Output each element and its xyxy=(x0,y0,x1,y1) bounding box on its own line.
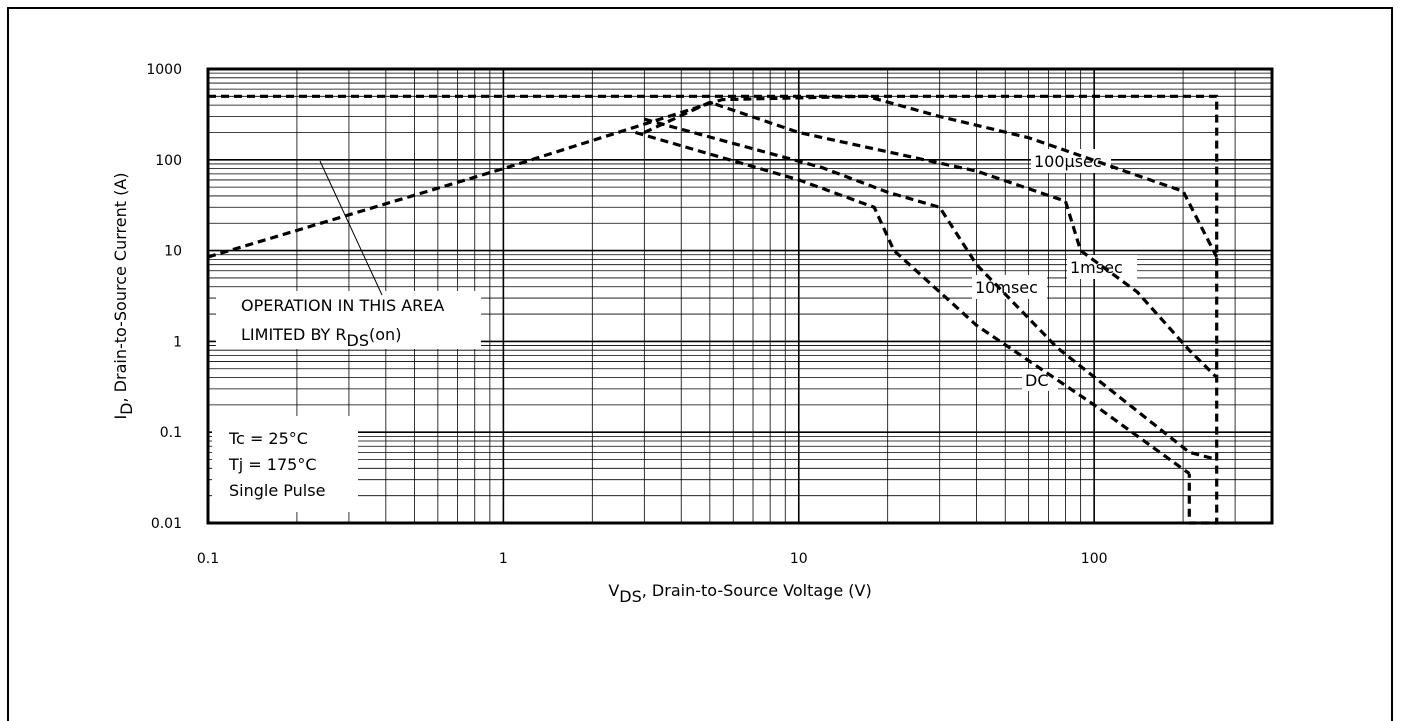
x-tick-label: 10 xyxy=(790,551,808,567)
y-tick-label: 10 xyxy=(164,244,182,260)
figure-frame xyxy=(7,7,1393,721)
x-tick-label: 1 xyxy=(499,551,508,567)
y-axis-title: ID, Drain-to-Source Current (A) xyxy=(111,172,136,419)
series-line-dc xyxy=(635,130,1191,475)
series-label-dc: DC xyxy=(1025,371,1049,390)
series-line-10msec xyxy=(643,117,1218,462)
y-tick-label: 1000 xyxy=(146,62,182,78)
annotation-boxes xyxy=(212,149,1137,512)
condition-tc: Tc = 25°C xyxy=(228,429,308,448)
series-label-1ms: 1msec xyxy=(1070,258,1123,277)
label-100us-box xyxy=(1031,149,1111,173)
plot-border xyxy=(206,67,1274,525)
y-tick-label: 100 xyxy=(155,153,182,169)
tick-labels: 0.1 1 10 100 0.01 0.1 1 10 100 1000 xyxy=(146,62,1107,567)
label-10ms-box xyxy=(972,275,1047,299)
rds-pointer-line xyxy=(319,160,383,296)
x-tick-label: 0.1 xyxy=(197,551,219,567)
rds-note-line2: LIMITED BY RDS(on) xyxy=(241,325,401,350)
x-axis-title: VDS, Drain-to-Source Voltage (V) xyxy=(608,581,871,606)
series-label-10ms: 10msec xyxy=(975,278,1038,297)
y-tick-label: 1 xyxy=(173,334,182,350)
y-tick-label: 0.01 xyxy=(151,516,182,532)
rds-note-line1: OPERATION IN THIS AREA xyxy=(241,296,444,315)
x-tick-label: 100 xyxy=(1081,551,1108,567)
series-line-1msec xyxy=(643,100,1218,379)
conditions-box xyxy=(212,416,358,512)
series-label-100us: 100µsec xyxy=(1034,152,1102,171)
condition-tj: Tj = 175°C xyxy=(228,455,317,474)
y-tick-label: 0.1 xyxy=(160,425,182,441)
rds-note-box xyxy=(216,291,481,349)
condition-pulse: Single Pulse xyxy=(229,481,325,500)
series-line-100sec xyxy=(207,94,1219,259)
